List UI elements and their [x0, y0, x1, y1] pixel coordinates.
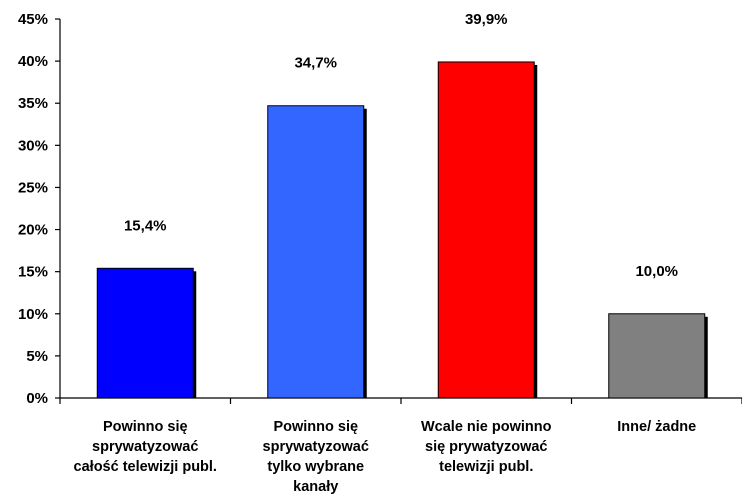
bars	[96, 61, 708, 399]
data-label: 39,9%	[465, 11, 508, 28]
data-label: 15,4%	[124, 217, 167, 234]
x-category-label: Powinno się sprywatyzować całość telewizji…	[74, 419, 217, 475]
y-tick-label: 40%	[18, 53, 48, 70]
bar	[608, 313, 706, 399]
data-labels: 15,4% 34,7% 39,9% 10,0%	[124, 11, 678, 280]
x-category-label: Wcale nie powinno się prywatyzować telewiz…	[421, 419, 552, 475]
y-tick-label: 45%	[18, 11, 48, 28]
category-labels: Powinno się sprywatyzować całość telewizji…	[74, 419, 697, 495]
y-tick-label: 20%	[18, 222, 48, 239]
data-label: 10,0%	[635, 263, 678, 280]
y-axis-ticks: 0% 5% 10% 15% 20% 25% 30% 35% 40% 45%	[18, 11, 60, 407]
data-label: 34,7%	[294, 55, 337, 72]
y-tick-label: 0%	[26, 390, 48, 407]
y-tick-label: 30%	[18, 137, 48, 154]
y-tick-label: 10%	[18, 306, 48, 323]
bar	[437, 61, 535, 399]
y-tick-label: 25%	[18, 179, 48, 196]
y-tick-label: 5%	[26, 348, 48, 365]
bar	[96, 267, 194, 399]
x-category-label: Inne/ żadne	[617, 419, 696, 435]
x-category-label: Powinno się sprywatyzować tylko wybrane kan…	[263, 419, 369, 495]
y-tick-label: 35%	[18, 95, 48, 112]
y-tick-label: 15%	[18, 264, 48, 281]
bar	[267, 105, 365, 399]
